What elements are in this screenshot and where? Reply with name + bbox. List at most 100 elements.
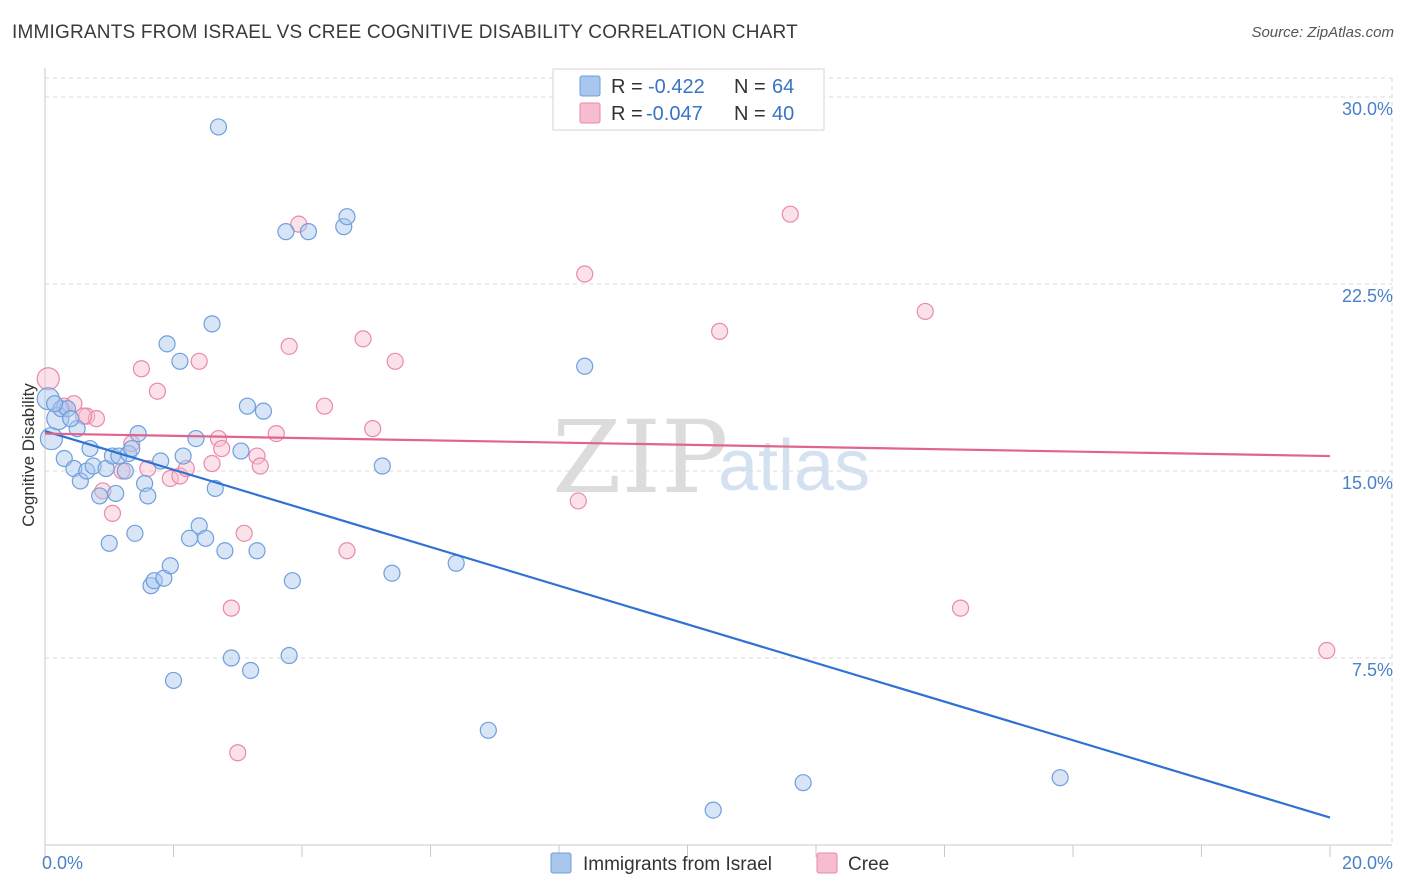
israel-point [794,774,812,792]
bottom-legend-label-cree: Cree [848,854,889,875]
israel-point [116,462,134,480]
cree-point [951,599,970,617]
israel-point [46,407,70,431]
cree-point [364,420,382,438]
israel-point [1051,769,1069,787]
legend-r-value-israel: -0.422 [648,76,705,98]
bottom-legend-swatch-cree [816,852,838,874]
israel-point [197,529,215,547]
bottom-legend-swatch-israel [550,852,572,874]
legend-n-value-israel: 64 [772,76,794,98]
israel-point [479,721,497,739]
legend-swatch-cree [579,102,601,124]
israel-point [222,649,240,667]
cree-point [280,337,298,355]
israel-point [100,534,118,552]
trend-lines [44,430,1331,819]
watermark-zip: ZIP [552,399,728,516]
cree-point [213,439,231,458]
cree-point [203,454,221,473]
israel-point [299,223,318,241]
cree-point [222,599,240,617]
cree-point [190,352,208,370]
cree-trend-line [44,432,1331,458]
cree-point [1318,641,1336,660]
israel-point [216,542,234,560]
cree-point [36,367,60,391]
israel-point [373,457,391,475]
y-axis-label: Cognitive Disability [19,383,38,527]
legend-r-value-cree: -0.047 [646,103,703,125]
israel-point [248,542,266,560]
israel-point [704,801,722,819]
israel-point [242,661,260,680]
cree-point [248,447,266,465]
cree-point [148,382,167,400]
israel-point [123,439,141,458]
cree-point [916,302,934,321]
israel-point [107,484,125,503]
cree-point [94,482,112,500]
cree-point [354,330,372,348]
cree-point [569,492,587,510]
cree-points [36,205,1336,762]
cree-point [103,504,122,522]
israel-point [283,572,301,590]
cree-point [209,429,228,448]
axes: 7.5% 15.0% 22.5% 30.0% [44,68,1393,857]
y-tick-label: 30.0% [1342,99,1393,119]
cree-point [251,457,269,475]
cree-point [711,322,729,340]
y-tick-label: 22.5% [1342,286,1393,306]
cree-point [132,360,150,378]
israel-point [174,447,192,465]
israel-point [576,357,594,375]
legend-n-label-israel: N = [734,76,766,98]
israel-points [36,118,1069,819]
cree-point [315,397,334,415]
israel-point [447,554,465,572]
x-tick-label-max: 20.0% [1342,853,1393,873]
cree-point [386,352,404,370]
israel-point [39,426,64,451]
cree-point [229,744,247,762]
cree-point [267,425,285,443]
watermark-atlas: atlas [718,426,870,506]
israel-point [71,472,89,490]
cree-point [235,524,253,542]
cree-point [87,410,106,428]
cree-point [576,265,594,283]
legend-r-label-israel: R = [611,76,643,98]
y-tick-label: 7.5% [1352,660,1393,680]
israel-point [187,429,205,448]
israel-point [46,395,64,413]
israel-point [209,118,228,136]
israel-point [129,425,147,443]
israel-point [84,457,102,475]
israel-point [171,352,189,370]
israel-point [383,564,401,582]
israel-point [280,646,298,665]
israel-point [164,671,183,690]
legend-box: R = -0.422 N = 64 R = -0.047 N = 40 [552,68,825,131]
israel-point [338,208,356,226]
watermark: ZIP atlas [552,399,870,516]
israel-point [158,335,176,353]
legend-n-value-cree: 40 [772,103,794,125]
israel-point [161,557,179,575]
israel-point [62,410,80,428]
israel-point [142,577,160,595]
israel-point [335,218,353,236]
bottom-legend: Immigrants from Israel Cree [550,852,889,875]
cree-point [781,205,799,223]
israel-point [203,315,221,333]
israel-trend-line [44,430,1331,819]
israel-point [277,223,295,241]
israel-point [68,420,86,438]
chart-title: IMMIGRANTS FROM ISRAEL VS CREE COGNITIVE… [12,22,798,43]
israel-point [238,397,256,415]
source-credit: Source: ZipAtlas.com [1251,24,1394,41]
legend-r-label-cree: R = [611,103,643,125]
israel-point [91,487,109,505]
legend-swatch-israel [579,75,601,97]
